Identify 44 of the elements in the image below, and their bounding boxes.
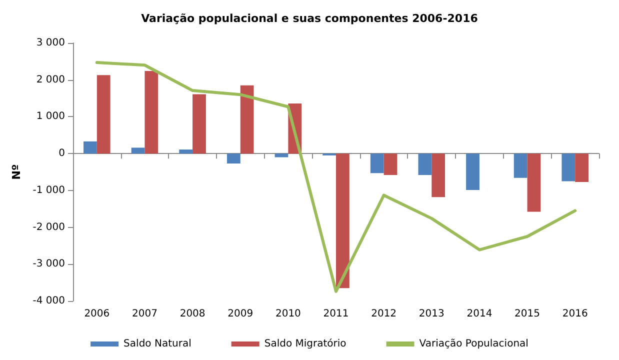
x-tick-label: 2006 — [84, 308, 110, 320]
y-axis-title: Nº — [10, 164, 23, 180]
legend-label: Saldo Natural — [124, 338, 192, 350]
x-tick-label: 2008 — [180, 308, 206, 320]
bar — [84, 141, 97, 154]
bar — [514, 154, 528, 178]
x-tick-label: 2016 — [562, 308, 588, 320]
bar — [527, 154, 541, 212]
y-tick-label: -2 000 — [32, 222, 65, 233]
bar — [131, 148, 145, 154]
x-tick-label: 2014 — [466, 308, 492, 320]
bar — [274, 154, 288, 158]
bar — [466, 154, 480, 190]
bar — [179, 150, 193, 154]
y-tick-label: 1 000 — [36, 111, 65, 122]
bar — [336, 154, 350, 288]
bar — [370, 154, 384, 174]
y-tick-label: -1 000 — [32, 184, 65, 196]
bar — [226, 154, 240, 164]
y-tick-label: 2 000 — [36, 74, 65, 86]
legend-label: Saldo Migratório — [264, 338, 346, 350]
x-tick-label: 2010 — [275, 308, 301, 320]
legend-label: Variação Populacional — [419, 338, 528, 350]
y-tick-label: 0 — [58, 148, 65, 160]
chart-title: Variação populacional e suas componentes 2006-2016 — [141, 12, 478, 25]
bar — [96, 75, 110, 154]
bar — [192, 94, 206, 154]
bar — [418, 154, 432, 175]
x-tick-label: 2011 — [323, 308, 349, 320]
x-tick-label: 2013 — [418, 308, 444, 320]
y-tick-label: -4 000 — [32, 296, 65, 306]
bar — [562, 154, 576, 182]
x-tick-label: 2009 — [228, 308, 254, 320]
bar — [575, 154, 588, 182]
y-tick-label: -3 000 — [32, 258, 65, 270]
x-tick-label: 2007 — [132, 308, 158, 320]
x-tick-label: 2012 — [371, 308, 397, 320]
bar — [240, 85, 254, 154]
bar — [144, 71, 158, 154]
x-tick-label: 2015 — [514, 308, 540, 320]
y-tick-label: 3 000 — [36, 38, 65, 48]
line-series — [95, 61, 577, 293]
bar — [384, 154, 398, 175]
bar — [432, 154, 446, 198]
